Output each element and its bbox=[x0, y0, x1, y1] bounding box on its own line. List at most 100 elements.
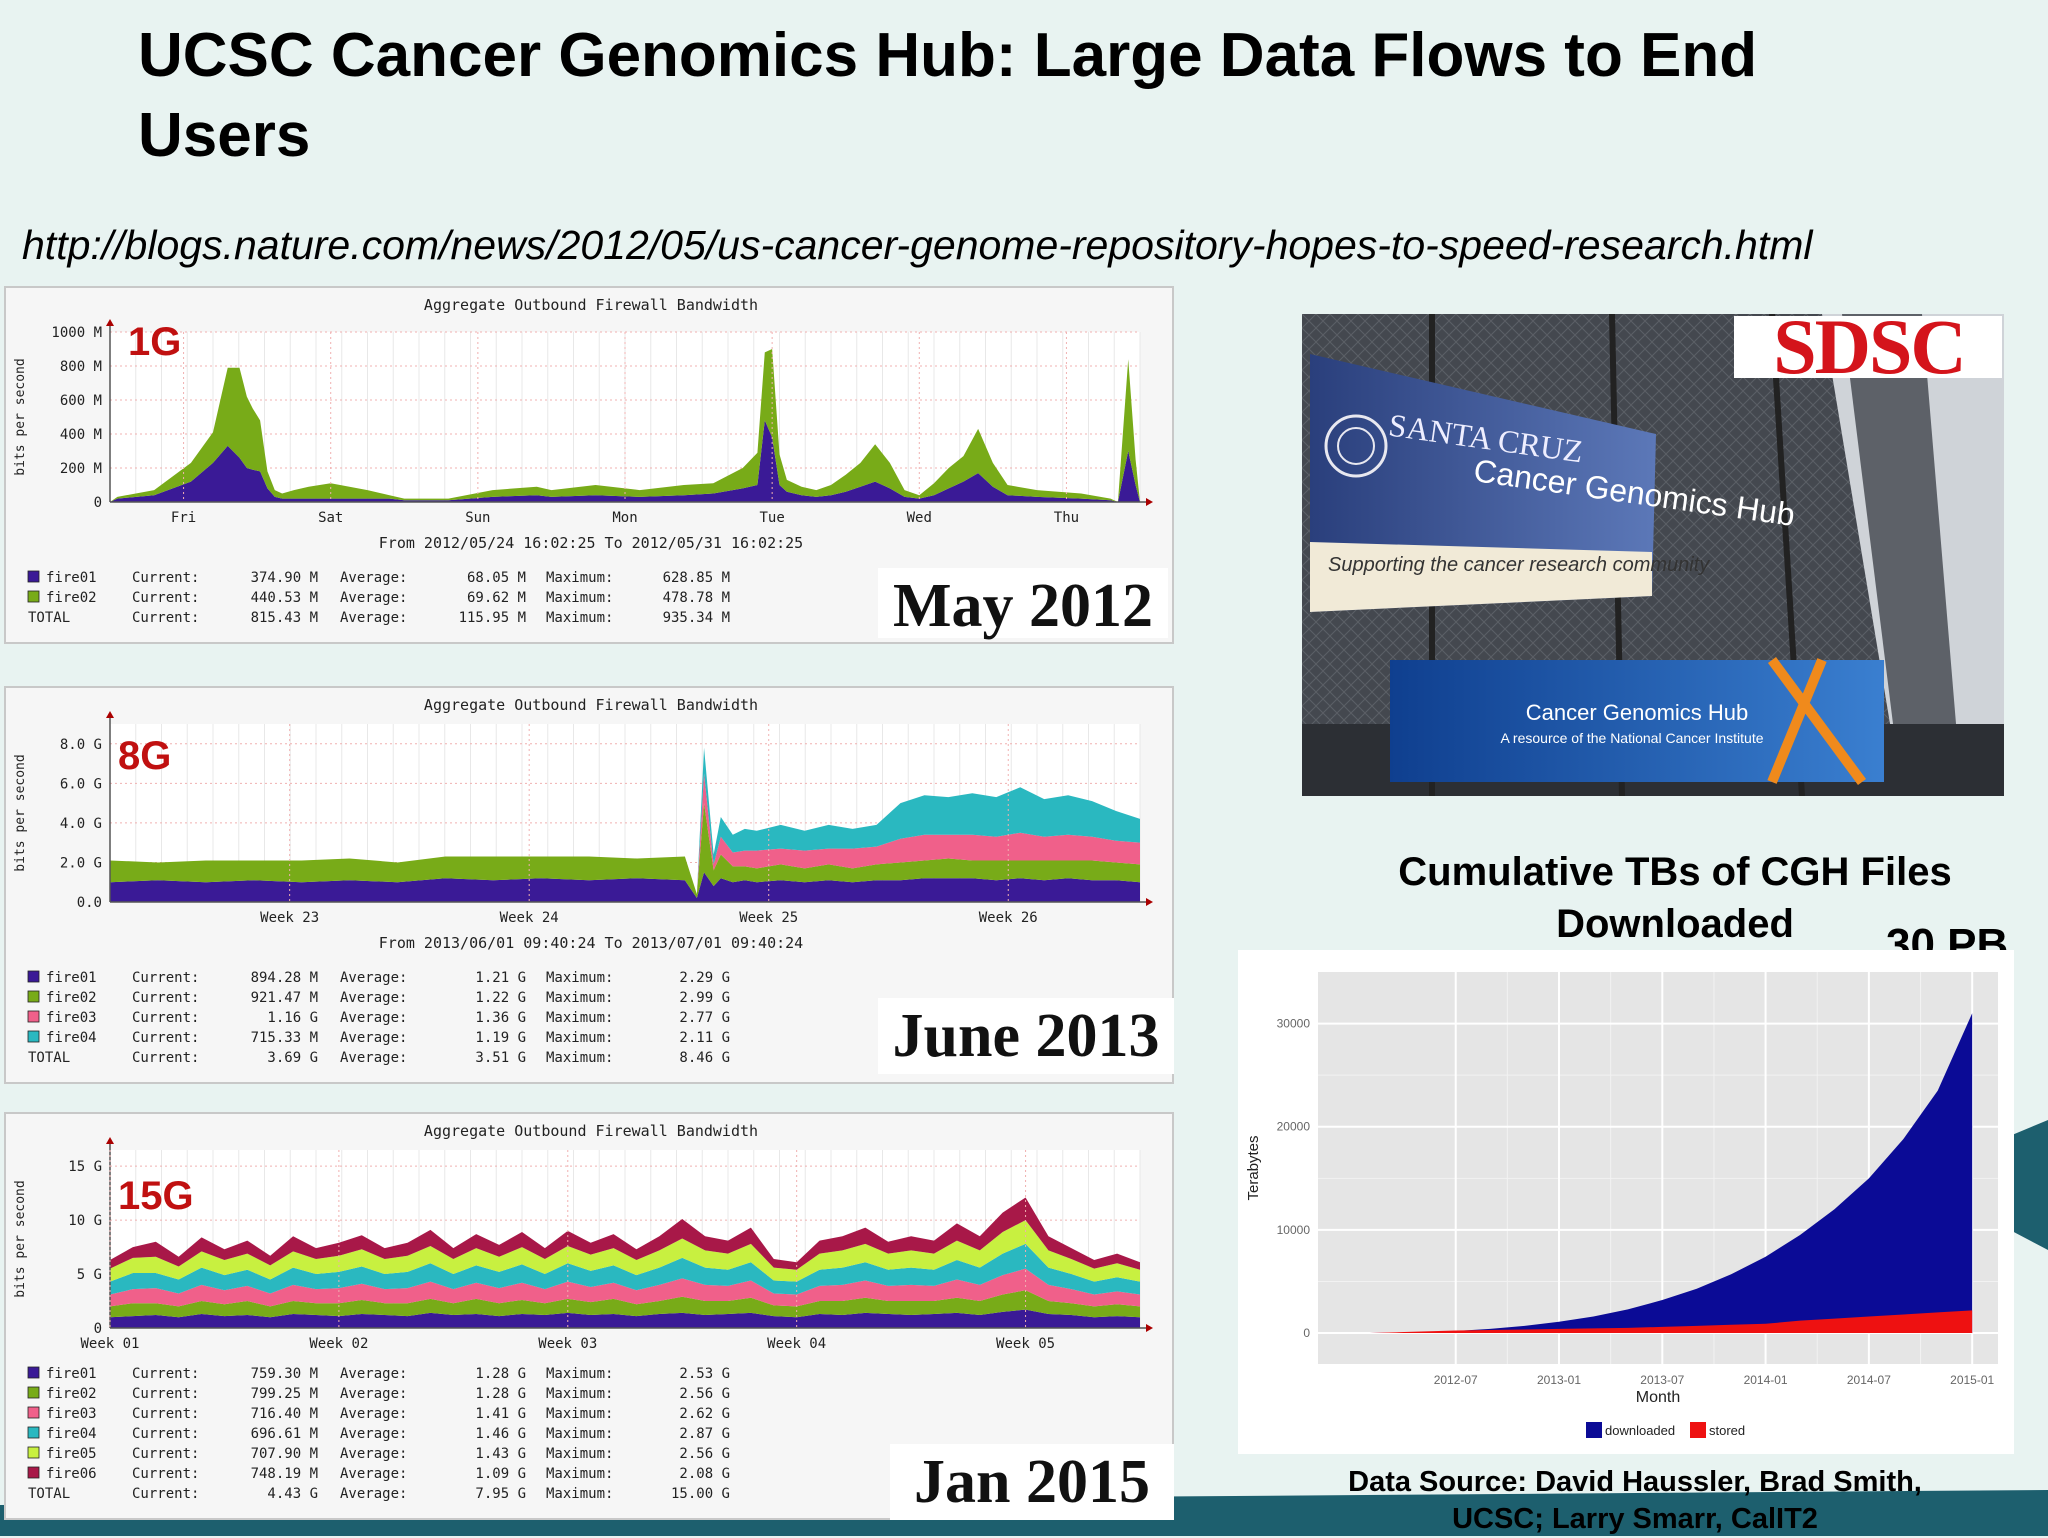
peak-label: 15G bbox=[118, 1174, 194, 1218]
series-area-fire05 bbox=[110, 1220, 1140, 1282]
y-tick-label: 800 M bbox=[60, 359, 102, 375]
legend-maximum-value: 935.34 M bbox=[663, 610, 730, 626]
legend-swatch-fire03 bbox=[27, 1010, 40, 1023]
x-tick-label: 2014-07 bbox=[1847, 1373, 1891, 1387]
x-tick-label: Thu bbox=[1054, 510, 1079, 526]
x-tick-label: Sun bbox=[465, 510, 490, 526]
legend-name: fire06 bbox=[46, 1466, 97, 1482]
legend-label-current: Current: bbox=[132, 1466, 199, 1482]
series-area-fire02 bbox=[110, 1290, 1140, 1318]
legend-label-maximum: Maximum: bbox=[546, 1010, 613, 1026]
legend-swatch-fire01 bbox=[27, 970, 40, 983]
legend-current-value: 1.16 G bbox=[267, 1010, 318, 1026]
legend-maximum-value: 478.78 M bbox=[663, 590, 730, 606]
legend-current-value: 921.47 M bbox=[251, 990, 318, 1006]
x-tick-label: Week 04 bbox=[767, 1336, 826, 1352]
legend-label-maximum: Maximum: bbox=[546, 970, 613, 986]
x-tick-label: 2014-01 bbox=[1744, 1373, 1788, 1387]
date-stamp: May 2012 bbox=[878, 568, 1168, 640]
legend-maximum-value: 2.29 G bbox=[679, 970, 730, 986]
legend-name: TOTAL bbox=[28, 1486, 70, 1502]
x-tick-label: 2012-07 bbox=[1434, 1373, 1478, 1387]
legend-label-current: Current: bbox=[132, 570, 199, 586]
y-tick-label: 5 G bbox=[77, 1267, 102, 1283]
bandwidth-chart-jan-2015: Aggregate Outbound Firewall Bandwidth bit… bbox=[13, 1122, 1153, 1502]
legend-maximum-value: 2.99 G bbox=[679, 990, 730, 1006]
legend-label-current: Current: bbox=[132, 1010, 199, 1026]
legend-current-value: 715.33 M bbox=[251, 1030, 318, 1046]
x-tick-label: Week 02 bbox=[309, 1336, 368, 1352]
legend-average-value: 1.43 G bbox=[475, 1446, 526, 1462]
legend-label-average: Average: bbox=[340, 1010, 407, 1026]
chart-title: Aggregate Outbound Firewall Bandwidth bbox=[424, 696, 758, 714]
legend-name: fire01 bbox=[46, 970, 97, 986]
y-tick-label: 0 bbox=[94, 1321, 102, 1337]
legend-average-value: 1.21 G bbox=[475, 970, 526, 986]
y-axis-label: Terabytes bbox=[1245, 1135, 1262, 1200]
legend-label-average: Average: bbox=[340, 970, 407, 986]
x-axis-label: Month bbox=[1636, 1389, 1680, 1406]
legend-current-value: 3.69 G bbox=[267, 1050, 318, 1066]
series-area-fire04 bbox=[110, 747, 1140, 895]
legend-average-value: 115.95 M bbox=[459, 610, 526, 626]
legend-swatch-fire02 bbox=[27, 1386, 40, 1399]
legend-label-maximum: Maximum: bbox=[546, 1406, 613, 1422]
legend-name: TOTAL bbox=[28, 610, 70, 626]
legend-label-maximum: Maximum: bbox=[546, 1446, 613, 1462]
data-source-line-1: Data Source: David Haussler, Brad Smith, bbox=[1348, 1466, 1922, 1498]
date-stamp: Jan 2015 bbox=[890, 1444, 1174, 1520]
cgh-logo-subtitle: A resource of the National Cancer Instit… bbox=[1500, 730, 1764, 746]
legend-maximum-value: 2.77 G bbox=[679, 1010, 730, 1026]
date-range: From 2012/05/24 16:02:25 To 2012/05/31 1… bbox=[379, 534, 803, 552]
legend-swatch-fire01 bbox=[27, 1366, 40, 1379]
legend-label-downloaded: downloaded bbox=[1605, 1423, 1675, 1438]
legend-label-stored: stored bbox=[1709, 1423, 1745, 1438]
series-area-fire03 bbox=[110, 773, 1140, 895]
legend-maximum-value: 15.00 G bbox=[671, 1486, 730, 1502]
y-tick-label: 30000 bbox=[1277, 1017, 1311, 1031]
legend-label-current: Current: bbox=[132, 1446, 199, 1462]
legend-label-current: Current: bbox=[132, 1030, 199, 1046]
x-tick-label: Week 01 bbox=[80, 1336, 139, 1352]
legend-name: fire01 bbox=[46, 570, 97, 586]
legend-label-current: Current: bbox=[132, 1050, 199, 1066]
legend-average-value: 1.28 G bbox=[475, 1386, 526, 1402]
source-url[interactable]: http://blogs.nature.com/news/2012/05/us-… bbox=[22, 222, 1813, 268]
series-area-fire01 bbox=[110, 420, 1140, 502]
legend-swatch-fire05 bbox=[27, 1446, 40, 1459]
y-tick-label: 6.0 G bbox=[60, 776, 102, 792]
legend-label-current: Current: bbox=[132, 1426, 199, 1442]
legend-label-current: Current: bbox=[132, 590, 199, 606]
date-stamp: June 2013 bbox=[878, 998, 1174, 1074]
x-tick-label: Wed bbox=[907, 510, 932, 526]
bandwidth-chart-june-2013: Aggregate Outbound Firewall Bandwidth bit… bbox=[13, 696, 1153, 1066]
legend-name: fire03 bbox=[46, 1406, 97, 1422]
legend-current-value: 799.25 M bbox=[251, 1386, 318, 1402]
series-area-stored bbox=[1369, 1310, 1973, 1334]
legend-maximum-value: 2.62 G bbox=[679, 1406, 730, 1422]
legend-label-maximum: Maximum: bbox=[546, 1426, 613, 1442]
legend-label-average: Average: bbox=[340, 1406, 407, 1422]
legend-label-average: Average: bbox=[340, 1426, 407, 1442]
legend-swatch-fire02 bbox=[27, 990, 40, 1003]
bandwidth-panel-may-2012: Aggregate Outbound Firewall Bandwidth bit… bbox=[4, 286, 1174, 644]
x-tick-label: Week 26 bbox=[979, 910, 1038, 926]
legend-maximum-value: 2.53 G bbox=[679, 1366, 730, 1382]
legend-current-value: 440.53 M bbox=[251, 590, 318, 606]
legend-label-current: Current: bbox=[132, 970, 199, 986]
legend-current-value: 374.90 M bbox=[251, 570, 318, 586]
legend-label-average: Average: bbox=[340, 1486, 407, 1502]
y-tick-label: 15 G bbox=[68, 1159, 102, 1175]
legend-swatch-fire01 bbox=[27, 570, 40, 583]
server-cage-illustration bbox=[1302, 314, 2004, 796]
legend-swatch-fire02 bbox=[27, 590, 40, 603]
legend-label-maximum: Maximum: bbox=[546, 1366, 613, 1382]
legend-average-value: 7.95 G bbox=[475, 1486, 526, 1502]
y-axis-label: bits per second bbox=[13, 1180, 28, 1297]
y-tick-label: 4.0 G bbox=[60, 816, 102, 832]
legend-label-maximum: Maximum: bbox=[546, 1466, 613, 1482]
bandwidth-panel-june-2013: Aggregate Outbound Firewall Bandwidth bit… bbox=[4, 686, 1174, 1084]
legend-label-average: Average: bbox=[340, 570, 407, 586]
legend-maximum-value: 2.87 G bbox=[679, 1426, 730, 1442]
series-area-fire03 bbox=[110, 1268, 1140, 1307]
